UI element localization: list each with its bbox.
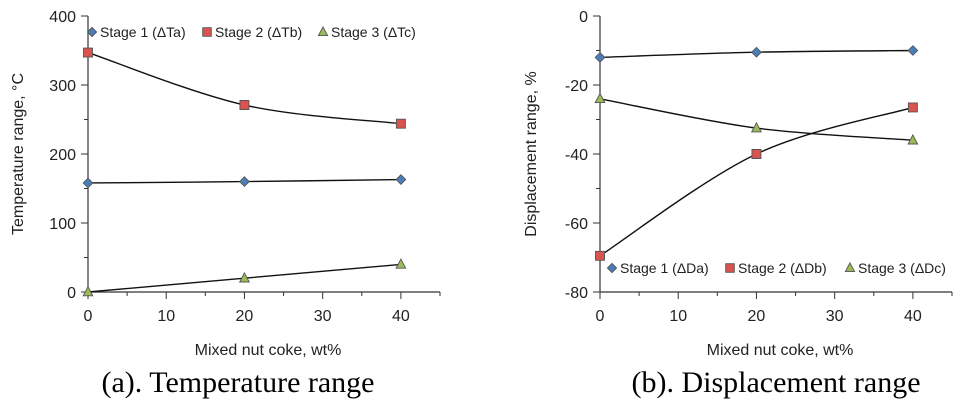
y-axis-label: Displacement range, % xyxy=(523,71,540,236)
legend-marker xyxy=(317,25,329,37)
y-tick-label: 0 xyxy=(579,9,588,26)
y-axis-label: Temperature range, °C xyxy=(10,73,27,235)
data-point xyxy=(594,51,606,63)
y-tick-label: 400 xyxy=(49,9,76,26)
legend-label: Stage 3 (ΔTc) xyxy=(331,24,416,40)
legend-label: Stage 2 (ΔTb) xyxy=(215,24,302,40)
x-tick-label: 20 xyxy=(748,308,766,325)
x-axis-label: Mixed nut coke, wt% xyxy=(195,342,342,359)
legend-marker xyxy=(202,27,212,37)
data-point xyxy=(907,102,918,113)
data-point xyxy=(83,47,93,58)
y-tick-label: 200 xyxy=(49,147,76,164)
y-tick-label: 300 xyxy=(49,78,76,95)
x-tick-label: 0 xyxy=(596,308,605,325)
data-point xyxy=(751,149,762,159)
chart-caption: (b). Displacement range xyxy=(631,366,920,399)
data-point xyxy=(907,45,919,56)
x-tick-label: 30 xyxy=(826,308,844,325)
data-point xyxy=(239,176,250,188)
y-tick-label: 0 xyxy=(67,285,76,302)
data-point xyxy=(395,174,407,185)
data-point xyxy=(751,46,762,58)
legend-label: Stage 1 (ΔTa) xyxy=(100,24,186,40)
legend-label: Stage 2 (ΔDb) xyxy=(738,260,827,276)
x-tick-label: 10 xyxy=(669,308,687,325)
data-point xyxy=(595,250,605,261)
legend-marker xyxy=(844,261,856,273)
legend-marker xyxy=(725,263,735,273)
x-tick-label: 20 xyxy=(236,308,254,325)
legend-marker xyxy=(606,262,618,274)
legend-marker xyxy=(86,26,98,38)
data-point xyxy=(907,133,919,145)
y-tick-label: -80 xyxy=(565,285,588,302)
x-tick-label: 40 xyxy=(392,308,410,325)
chart-b: 0 10 20 30 40 0 -20 -40 -60 -80 Mixed nut coke, wt… xyxy=(523,9,953,399)
chart-caption: (a). Temperature range xyxy=(101,366,374,399)
x-tick-label: 10 xyxy=(157,308,175,325)
x-axis-label: Mixed nut coke, wt% xyxy=(707,342,854,359)
data-point xyxy=(395,118,406,129)
y-tick-label: -40 xyxy=(565,147,588,164)
data-point xyxy=(82,177,94,189)
data-point xyxy=(239,100,250,110)
data-point xyxy=(395,258,407,269)
series-line xyxy=(87,51,401,125)
y-tick-label: -20 xyxy=(565,78,588,95)
y-tick-label: -60 xyxy=(565,216,588,233)
data-point xyxy=(82,285,94,297)
legend-label: Stage 1 (ΔDa) xyxy=(620,260,709,276)
x-tick-label: 30 xyxy=(314,308,332,325)
data-point xyxy=(238,271,250,283)
legend-label: Stage 3 (ΔDc) xyxy=(858,260,946,276)
data-point xyxy=(750,121,762,133)
x-tick-label: 40 xyxy=(904,308,922,325)
data-point xyxy=(594,92,606,104)
y-tick-label: 100 xyxy=(49,216,76,233)
x-tick-label: 0 xyxy=(84,308,93,325)
